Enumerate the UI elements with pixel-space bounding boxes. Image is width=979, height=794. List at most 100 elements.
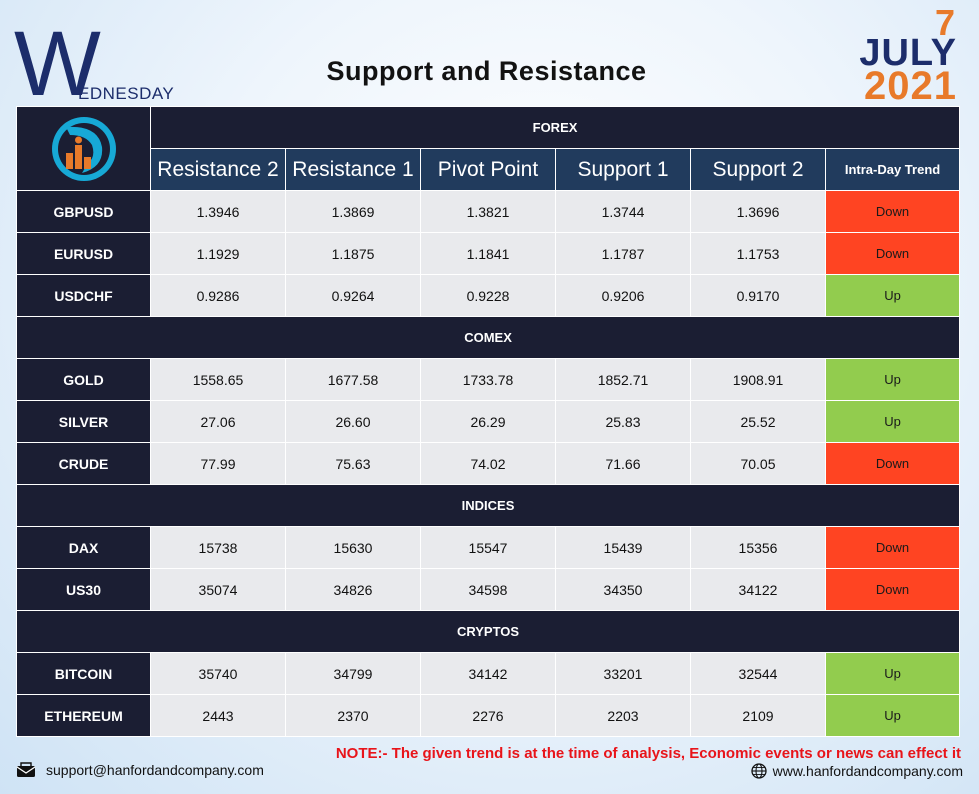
value-cell: 77.99 — [150, 442, 286, 485]
section-header-cryptos: CRYPTOS — [15, 610, 961, 653]
value-cell: 15630 — [285, 526, 421, 569]
value-cell: 32544 — [690, 652, 826, 695]
value-cell: 0.9170 — [690, 274, 826, 317]
symbol-cell: EURUSD — [16, 232, 151, 275]
symbol-cell: GBPUSD — [16, 190, 151, 233]
table-row: SILVER 27.06 26.60 26.29 25.83 25.52 Up — [16, 400, 961, 443]
value-cell: 74.02 — [420, 442, 556, 485]
value-cell: 34799 — [285, 652, 421, 695]
value-cell: 1.3821 — [420, 190, 556, 233]
section-header-forex: FOREX — [149, 106, 961, 149]
table-row: GOLD 1558.65 1677.58 1733.78 1852.71 1908.91 U… — [16, 358, 961, 401]
table-row: ETHEREUM 2443 2370 2276 2203 2109 Up — [16, 694, 961, 737]
column-header-resistance-1: Resistance 1 — [285, 148, 421, 191]
trend-badge: Up — [824, 274, 961, 317]
table-row: BITCOIN 35740 34799 34142 33201 32544 Up — [16, 652, 961, 695]
column-header-support-2: Support 2 — [690, 148, 826, 191]
date-year: 2021 — [864, 64, 957, 108]
column-header-support-1: Support 1 — [555, 148, 691, 191]
value-cell: 35740 — [150, 652, 286, 695]
date-month: JULY — [859, 32, 957, 74]
globe-icon — [750, 763, 767, 779]
trend-badge: Up — [824, 358, 961, 401]
page-title-text: Support and Resistance — [326, 56, 647, 86]
value-cell: 1.1929 — [150, 232, 286, 275]
trend-badge: Up — [824, 400, 961, 443]
value-cell: 1.1753 — [690, 232, 826, 275]
symbol-cell: CRUDE — [16, 442, 151, 485]
value-cell: 15547 — [420, 526, 556, 569]
value-cell: 33201 — [555, 652, 691, 695]
value-cell: 35074 — [150, 568, 286, 611]
value-cell: 1852.71 — [555, 358, 691, 401]
value-cell: 1.1875 — [285, 232, 421, 275]
weekday-rest: EDNESDAY — [78, 84, 175, 103]
symbol-cell: BITCOIN — [16, 652, 151, 695]
table-row: GBPUSD 1.3946 1.3869 1.3821 1.3744 1.3696 Down — [16, 190, 961, 233]
trend-badge: Up — [824, 694, 961, 737]
footer-website: www.hanfordandcompany.com — [750, 763, 963, 779]
value-cell: 0.9286 — [150, 274, 286, 317]
value-cell: 1.3946 — [150, 190, 286, 233]
value-cell: 34826 — [285, 568, 421, 611]
value-cell: 2443 — [150, 694, 286, 737]
value-cell: 15356 — [690, 526, 826, 569]
value-cell: 34142 — [420, 652, 556, 695]
section-header-comex: COMEX — [15, 316, 961, 359]
value-cell: 1558.65 — [150, 358, 286, 401]
trend-badge: Down — [824, 526, 961, 569]
value-cell: 25.52 — [690, 400, 826, 443]
value-cell: 0.9228 — [420, 274, 556, 317]
table-row: US30 35074 34826 34598 34350 34122 Down — [16, 568, 961, 611]
table-row: DAX 15738 15630 15547 15439 15356 Down — [16, 526, 961, 569]
trend-badge: Down — [824, 568, 961, 611]
value-cell: 34598 — [420, 568, 556, 611]
value-cell: 1.3869 — [285, 190, 421, 233]
column-header-resistance-2: Resistance 2 — [150, 148, 286, 191]
value-cell: 1.3744 — [555, 190, 691, 233]
value-cell: 1733.78 — [420, 358, 556, 401]
value-cell: 2370 — [285, 694, 421, 737]
section-header-indices: INDICES — [15, 484, 961, 527]
disclaimer-note: NOTE:- The given trend is at the time of… — [335, 745, 961, 762]
value-cell: 2109 — [690, 694, 826, 737]
value-cell: 71.66 — [555, 442, 691, 485]
value-cell: 1.1787 — [555, 232, 691, 275]
value-cell: 2276 — [420, 694, 556, 737]
brand-logo-cell — [16, 106, 151, 191]
value-cell: 15439 — [555, 526, 691, 569]
value-cell: 26.29 — [420, 400, 556, 443]
trend-badge: Down — [824, 232, 961, 275]
website-link[interactable]: www.hanfordandcompany.com — [772, 763, 963, 779]
table-row: USDCHF 0.9286 0.9264 0.9228 0.9206 0.9170 Up — [16, 274, 961, 317]
trend-badge: Down — [824, 442, 961, 485]
trend-badge: Down — [824, 190, 961, 233]
symbol-cell: USDCHF — [16, 274, 151, 317]
brand-logo-icon — [51, 116, 116, 181]
symbol-cell: ETHEREUM — [16, 694, 151, 737]
footer-email: support@hanfordandcompany.com — [16, 762, 264, 778]
value-cell: 1908.91 — [690, 358, 826, 401]
value-cell: 1.3696 — [690, 190, 826, 233]
symbol-cell: SILVER — [16, 400, 151, 443]
value-cell: 2203 — [555, 694, 691, 737]
value-cell: 70.05 — [690, 442, 826, 485]
value-cell: 0.9264 — [285, 274, 421, 317]
value-cell: 1677.58 — [285, 358, 421, 401]
date-day: 7 — [934, 2, 955, 43]
weekday-initial: W — [14, 13, 101, 115]
value-cell: 26.60 — [285, 400, 421, 443]
symbol-cell: GOLD — [16, 358, 151, 401]
email-link[interactable]: support@hanfordandcompany.com — [46, 762, 264, 778]
column-header-intra-day-trend: Intra-Day Trend — [824, 148, 961, 191]
value-cell: 34122 — [690, 568, 826, 611]
value-cell: 15738 — [150, 526, 286, 569]
trend-badge: Up — [824, 652, 961, 695]
column-header-pivot-point: Pivot Point — [420, 148, 556, 191]
table-row: CRUDE 77.99 75.63 74.02 71.66 70.05 Down — [16, 442, 961, 485]
value-cell: 34350 — [555, 568, 691, 611]
symbol-cell: US30 — [16, 568, 151, 611]
page-title: Support and Resistance — [0, 56, 979, 87]
support-resistance-table: FOREX Resistance 2 Resistance 1 Pivot Poin… — [15, 106, 961, 737]
value-cell: 1.1841 — [420, 232, 556, 275]
